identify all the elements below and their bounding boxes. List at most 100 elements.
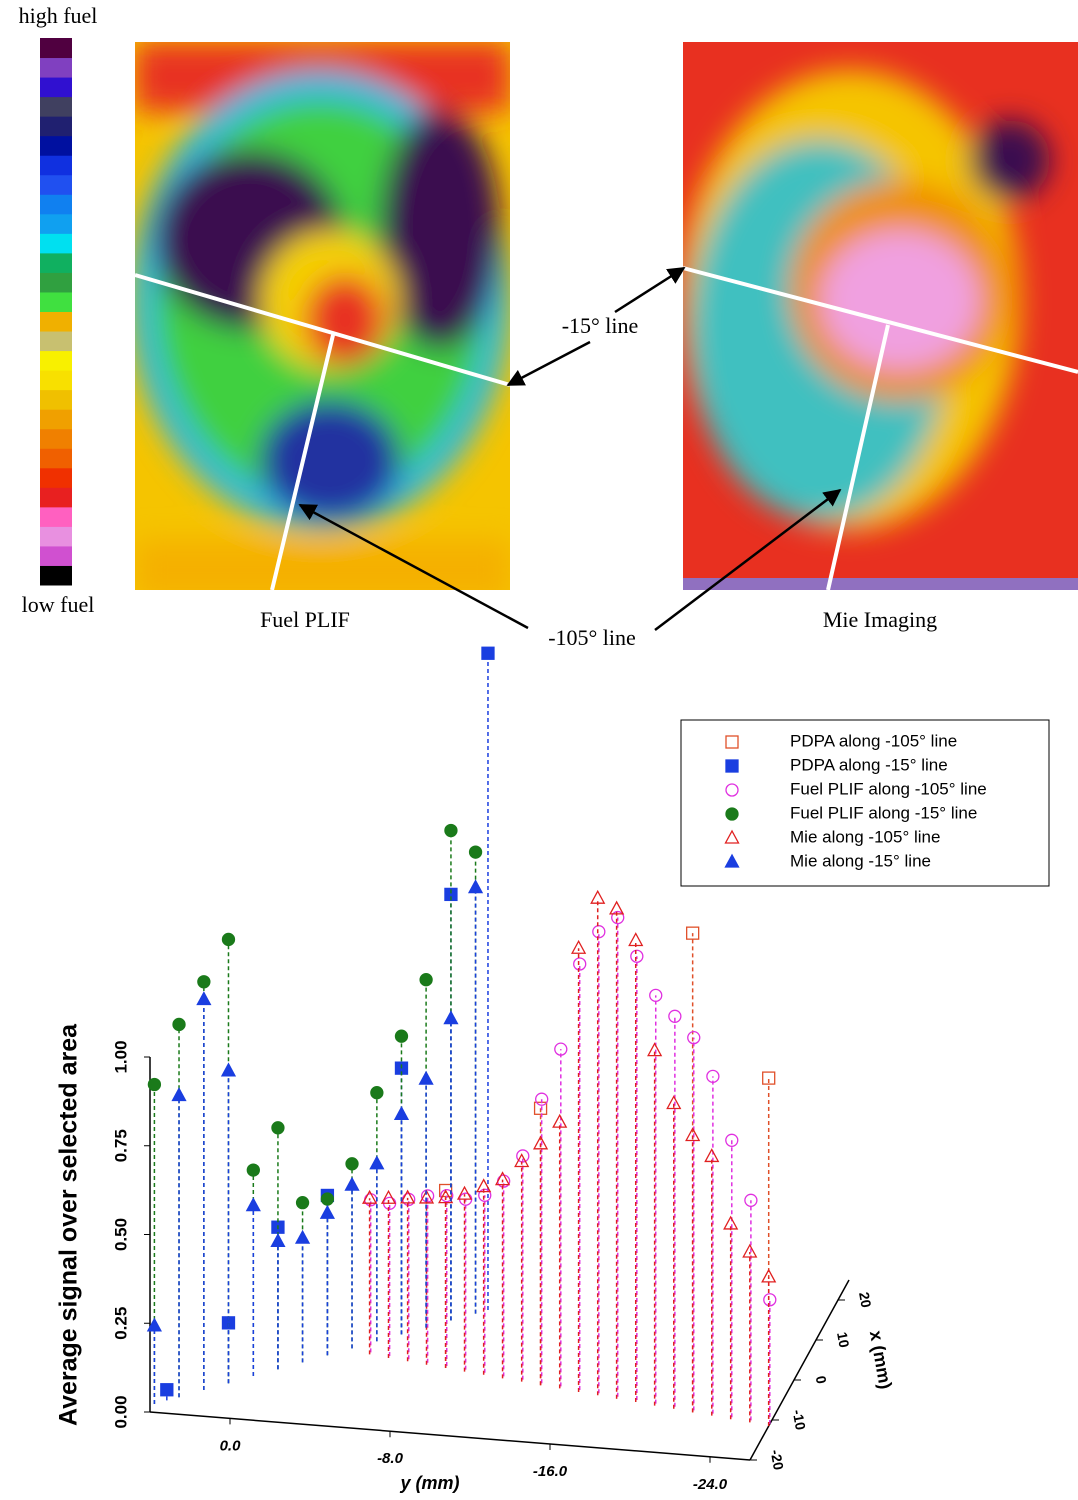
marker-circle: [668, 1009, 682, 1023]
marker-circle: [573, 957, 587, 971]
marker-triangle: [369, 1155, 385, 1170]
colorbar-band: [40, 174, 72, 195]
x-axis-label: x (mm): [866, 1329, 896, 1391]
arrow: [506, 340, 591, 387]
colorbar-band: [40, 57, 72, 78]
marker-triangle: [571, 939, 587, 954]
marker-circle: [468, 845, 483, 859]
marker-triangle: [456, 1185, 473, 1200]
arrow: [298, 503, 529, 630]
line-15-right: [682, 266, 1078, 374]
colorbar-band: [40, 38, 72, 59]
marker-triangle: [724, 853, 740, 868]
marker-triangle: [146, 1317, 162, 1332]
marker-triangle: [476, 1178, 492, 1193]
z-tick-label: 1.00: [111, 1040, 130, 1073]
marker-circle: [271, 1121, 285, 1135]
y-tick-label: -16.0: [533, 1463, 568, 1480]
marker-circle: [478, 1188, 492, 1202]
colorbar-bottom-label: low fuel: [22, 592, 95, 617]
marker-triangle: [438, 1189, 454, 1204]
marker-circle: [630, 949, 644, 963]
marker-circle: [172, 1017, 186, 1032]
y-axis: [149, 1411, 751, 1461]
colorbar-band: [40, 467, 72, 488]
colorbar-band: [40, 77, 72, 98]
colorbar-band: [40, 389, 72, 410]
marker-triangle: [514, 1153, 530, 1168]
marker-triangle: [319, 1204, 335, 1219]
marker-square: [481, 646, 495, 660]
annotation: -105° line: [548, 625, 636, 650]
colorbar-band: [40, 135, 72, 156]
colorbar-band: [40, 487, 72, 508]
marker-circle: [440, 1188, 454, 1203]
z-tick-label: 0.50: [111, 1218, 130, 1251]
colorbar-band: [40, 311, 72, 332]
colorbar-band: [40, 428, 72, 449]
mie-image: [683, 42, 1078, 590]
x-tick-label: 10: [834, 1331, 852, 1349]
colorbar-band: [40, 194, 72, 215]
colorbar-band: [40, 155, 72, 176]
marker-square: [686, 926, 700, 940]
marker-triangle: [294, 1229, 311, 1244]
marker-triangle: [609, 900, 625, 915]
colorbar-band: [40, 448, 72, 469]
marker-triangle: [196, 991, 212, 1006]
marker-circle: [197, 975, 211, 989]
colorbar-band: [40, 526, 72, 547]
marker-circle: [744, 1193, 758, 1207]
colorbar-band: [40, 565, 72, 586]
marker-circle: [246, 1163, 260, 1177]
marker-triangle: [723, 1215, 739, 1230]
marker-circle: [147, 1077, 162, 1092]
marker-circle: [763, 1293, 777, 1307]
colorbar: [40, 38, 72, 586]
marker-circle: [725, 807, 739, 821]
chart-3d: 0.00 0.25 0.50 0.75 1.00 0.0 -8.0 -16.0 -24.0 -20…: [55, 646, 896, 1493]
marker-square: [160, 1383, 174, 1397]
z-axis-label: Average signal over selected area: [55, 1023, 83, 1426]
marker-square: [533, 1101, 548, 1115]
marker-circle: [345, 1157, 359, 1171]
y-axis-label: y (mm): [399, 1473, 459, 1493]
x-tick-label: 0: [813, 1375, 830, 1386]
colorbar-band: [40, 116, 72, 137]
marker-circle: [592, 925, 606, 939]
legend-label: Fuel PLIF along -15° line: [790, 803, 977, 822]
legend-label: Mie along -15° line: [790, 851, 931, 870]
marker-circle: [221, 932, 236, 947]
arrow: [614, 266, 686, 314]
marker-triangle: [362, 1189, 378, 1204]
marker-triangle: [666, 1095, 682, 1110]
marker-circle: [535, 1092, 549, 1106]
x-tick-label: 20: [856, 1291, 874, 1309]
marker-triangle: [270, 1233, 286, 1248]
marker-circle: [420, 1189, 435, 1203]
colorbar-band: [40, 370, 72, 391]
marker-triangle: [344, 1176, 360, 1191]
marker-triangle: [443, 1010, 459, 1025]
x-axis: [749, 1279, 850, 1461]
marker-circle: [725, 1133, 739, 1147]
colorbar-band: [40, 213, 72, 234]
marker-triangle: [704, 1148, 720, 1163]
colorbar-band: [40, 96, 72, 117]
marker-triangle: [761, 1268, 777, 1283]
marker-circle: [516, 1149, 530, 1163]
marker-circle: [320, 1192, 335, 1206]
marker-triangle: [628, 932, 644, 947]
marker-triangle: [724, 829, 740, 844]
colorbar-band: [40, 291, 72, 312]
colorbar-top-label: high fuel: [19, 3, 98, 28]
z-tick-label: 0.25: [111, 1307, 130, 1340]
marker-circle: [444, 823, 458, 838]
marker-square: [725, 759, 739, 773]
marker-triangle: [494, 1171, 511, 1186]
marker-triangle: [393, 1105, 410, 1120]
legend-label: PDPA along -15° line: [790, 755, 948, 774]
marker-triangle: [467, 879, 484, 894]
marker-circle: [370, 1086, 384, 1100]
